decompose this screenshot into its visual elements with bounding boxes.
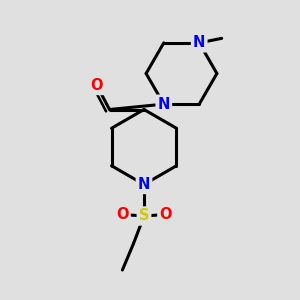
- Text: N: N: [138, 177, 150, 192]
- Text: O: O: [91, 78, 103, 93]
- Text: S: S: [139, 208, 149, 224]
- Text: N: N: [193, 35, 206, 50]
- Text: O: O: [159, 207, 172, 222]
- Text: O: O: [116, 207, 129, 222]
- Text: N: N: [158, 97, 170, 112]
